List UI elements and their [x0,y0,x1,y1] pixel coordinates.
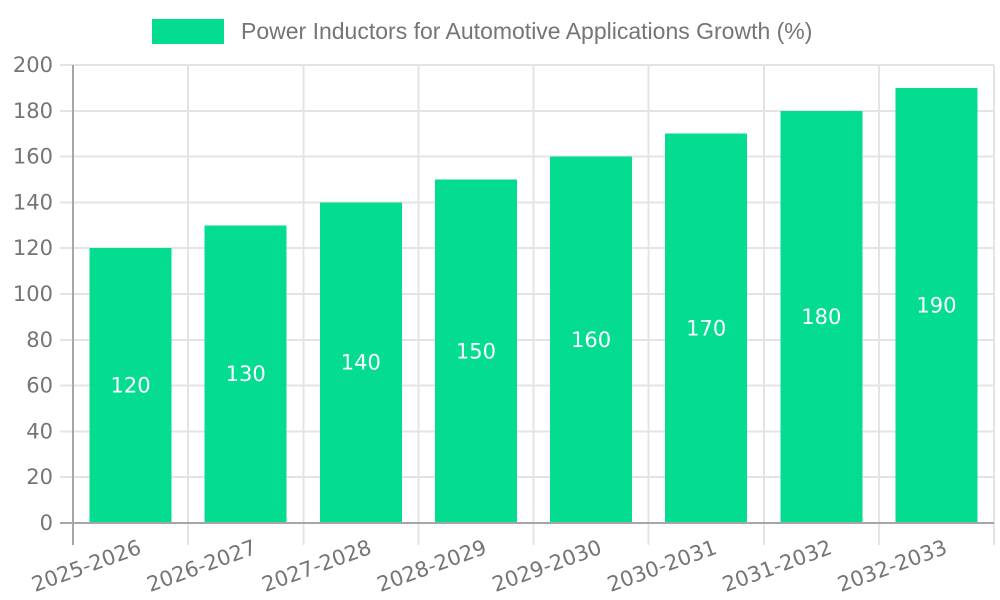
bar-value-label: 150 [456,339,496,363]
y-tick-label: 120 [13,236,53,260]
bar-value-label: 130 [226,362,266,386]
x-tick-label: 2030-2031 [604,535,720,597]
bar-value-label: 190 [916,293,956,317]
legend[interactable]: Power Inductors for Automotive Applicati… [152,16,812,46]
y-tick-label: 100 [13,282,53,306]
bar[interactable] [89,248,172,523]
bar-value-label: 120 [111,374,151,398]
legend-label: Power Inductors for Automotive Applicati… [241,17,813,44]
legend-swatch [152,18,224,44]
y-tick-label: 60 [26,374,53,398]
bar[interactable] [780,110,863,524]
y-tick-label: 0 [40,511,53,535]
bar-value-label: 160 [571,328,611,352]
bar[interactable] [434,179,517,524]
y-tick-label: 80 [26,328,53,352]
bar[interactable] [895,87,978,524]
y-tick-label: 140 [13,190,53,214]
bar-value-label: 140 [341,351,381,375]
bar-value-label: 180 [801,305,841,329]
x-tick-label: 2028-2029 [374,535,490,597]
bar[interactable] [550,156,633,523]
y-tick-label: 160 [13,145,53,169]
x-tick-label: 2027-2028 [259,535,375,597]
y-tick-label: 20 [26,465,53,489]
x-tick-label: 2025-2026 [28,535,144,597]
y-tick-label: 40 [26,419,53,443]
x-tick-label: 2029-2030 [489,535,605,597]
x-tick-label: 2031-2032 [719,535,835,597]
bar-value-label: 170 [686,316,726,340]
x-tick-label: 2026-2027 [144,535,260,597]
y-tick-label: 200 [13,53,53,77]
bar[interactable] [319,202,402,523]
y-tick-label: 180 [13,99,53,123]
bar[interactable] [204,225,287,524]
bar[interactable] [665,133,748,523]
x-tick-label: 2032-2033 [834,535,950,597]
